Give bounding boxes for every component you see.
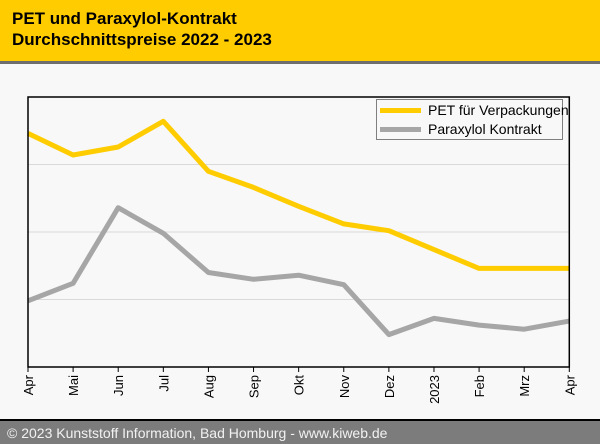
footer: © 2023 Kunststoff Information, Bad Hombu… xyxy=(0,421,600,444)
legend-label-pet: PET für Verpackungen xyxy=(428,102,569,118)
footer-separator xyxy=(0,419,600,421)
legend-label-paraxylol: Paraxylol Kontrakt xyxy=(428,121,542,137)
x-axis-label: Nov xyxy=(337,375,352,399)
page-title: PET und Paraxylol-Kontrakt xyxy=(12,9,237,28)
x-axis-label: Feb xyxy=(472,375,487,397)
header-separator xyxy=(0,61,600,64)
chart-header: PET und Paraxylol-Kontrakt Durchschnitts… xyxy=(0,0,600,61)
chart-area: Apr Mai Jun Jul Aug Sep Okt Nov Dez 2023 Feb Mrz Apr… xyxy=(0,63,600,412)
x-axis-label: Sep xyxy=(247,375,262,398)
line-chart: Apr Mai Jun Jul Aug Sep Okt Nov Dez 2023 Feb Mrz Apr xyxy=(21,96,577,404)
paraxylol-line xyxy=(27,205,570,338)
x-axis-label: Mai xyxy=(66,375,81,396)
x-axis-label: Apr xyxy=(562,374,577,395)
x-axis-label: Jun xyxy=(111,375,126,396)
copyright-text: © 2023 Kunststoff Information, Bad Hombu… xyxy=(7,424,388,441)
page-subtitle: Durchschnittspreise 2022 - 2023 xyxy=(12,30,272,49)
x-axis-label: Apr xyxy=(21,374,36,395)
x-axis-label: 2023 xyxy=(427,375,442,404)
x-axis-label: Aug xyxy=(201,375,216,398)
x-axis-label: Dez xyxy=(382,375,397,398)
paraxylol-line-swatch xyxy=(380,126,421,132)
chart-legend: PET für Verpackungen Paraxylol Kontrakt xyxy=(376,99,569,140)
x-axis-label: Mrz xyxy=(517,375,532,397)
pet-line-swatch xyxy=(380,107,421,113)
x-axis-label: Okt xyxy=(292,375,307,396)
pet-line xyxy=(26,118,570,271)
legend-item-pet: PET für Verpackungen xyxy=(380,101,569,119)
legend-item-paraxylol: Paraxylol Kontrakt xyxy=(380,120,562,138)
x-axis-label: Jul xyxy=(156,375,171,392)
